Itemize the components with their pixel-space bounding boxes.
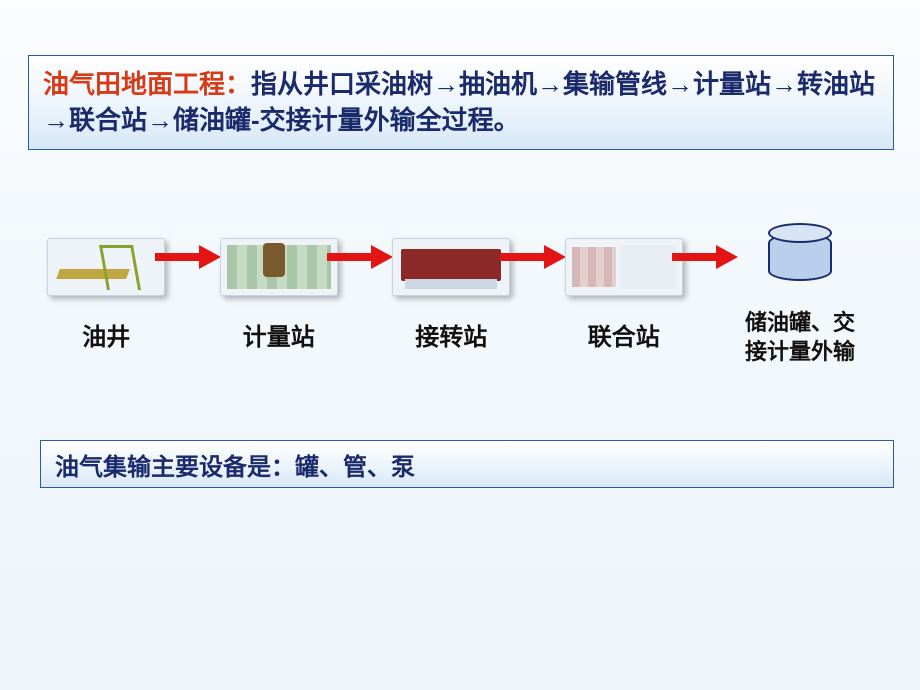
top-definition-panel: 油气田地面工程：指从井口采油树→抽油机→集输管线→计量站→转油站→联合站→储油罐…: [28, 55, 894, 150]
arrow-icon: [173, 247, 213, 267]
flow-node-well: 油井: [40, 238, 173, 353]
union-station-illustration: [565, 238, 683, 296]
flow-node-union: 联合站: [558, 238, 691, 353]
top-definition-text: 油气田地面工程：指从井口采油树→抽油机→集输管线→计量站→转油站→联合站→储油罐…: [43, 66, 879, 139]
bottom-equipment-panel: 油气集输主要设备是：罐、管、泵: [40, 440, 894, 488]
definition-lead: 油气田地面工程：: [43, 69, 251, 99]
flow-label: 计量站: [243, 322, 315, 353]
flow-label: 油井: [82, 322, 130, 353]
arrow-icon: [690, 247, 730, 267]
arrow-icon: [518, 247, 558, 267]
well-illustration: [47, 238, 165, 296]
flow-label: 储油罐、交 接计量外输: [730, 309, 870, 366]
relay-station-illustration: [392, 238, 510, 296]
flow-node-tank: 储油罐、交 接计量外输: [730, 225, 870, 366]
flow-label: 接转站: [415, 322, 487, 353]
process-flow-row: 油井 计量站 接转站 联合站 储油罐、交 接计量外输: [40, 225, 870, 366]
meter-station-illustration: [220, 238, 338, 296]
storage-tank-icon: [768, 223, 832, 289]
flow-node-relay: 接转站: [385, 238, 518, 353]
flow-node-meter: 计量站: [213, 238, 346, 353]
flow-label: 联合站: [588, 322, 660, 353]
arrow-icon: [345, 247, 385, 267]
bottom-equipment-text: 油气集输主要设备是：罐、管、泵: [55, 447, 415, 482]
